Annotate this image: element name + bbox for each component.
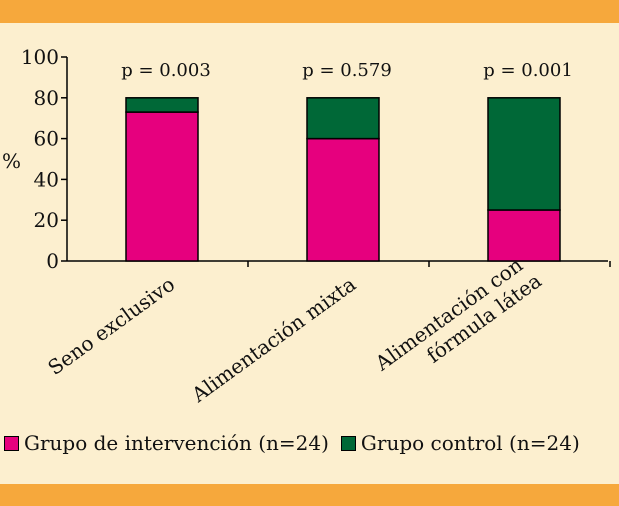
x-category-label: Seno exclusivo (43, 272, 179, 380)
x-category-label-line: Seno exclusivo (43, 272, 179, 380)
legend-swatch-control (340, 435, 356, 451)
legend-item-intervention: Grupo de intervención (n=24) (4, 431, 329, 455)
legend-label-intervention: Grupo de intervención (n=24) (24, 431, 329, 455)
y-tick-label: 20 (34, 208, 59, 232)
bar-control (306, 97, 380, 140)
top-banner (0, 0, 619, 23)
y-tick-label: 80 (34, 86, 59, 110)
y-tick-label: 60 (34, 127, 59, 151)
y-tick-label: 0 (46, 249, 59, 273)
p-value-label: p = 0.579 (302, 60, 392, 81)
bottom-banner (0, 484, 619, 506)
bar-intervention (306, 137, 380, 262)
p-value-label: p = 0.001 (483, 60, 573, 81)
bar-control (125, 97, 199, 113)
bar-control (487, 97, 561, 211)
x-category-label: Alimentación mixta (186, 272, 360, 407)
y-tick-label: 40 (34, 167, 59, 191)
bar-intervention (487, 209, 561, 262)
bar-intervention (125, 111, 199, 262)
legend: Grupo de intervención (n=24) Grupo contr… (4, 430, 580, 456)
legend-item-control: Grupo control (n=24) (340, 431, 580, 455)
y-axis-label: % (2, 149, 21, 173)
x-category-label-line: Alimentación mixta (186, 272, 360, 407)
legend-label-control: Grupo control (n=24) (360, 431, 580, 455)
y-tick-label: 100 (21, 45, 59, 69)
stacked-bar-chart: % 0 20 40 60 80 100 p = 0.003 p = 0.579 p = 0.0… (2, 45, 611, 407)
p-value-label: p = 0.003 (121, 60, 211, 81)
legend-swatch-intervention (4, 435, 19, 451)
